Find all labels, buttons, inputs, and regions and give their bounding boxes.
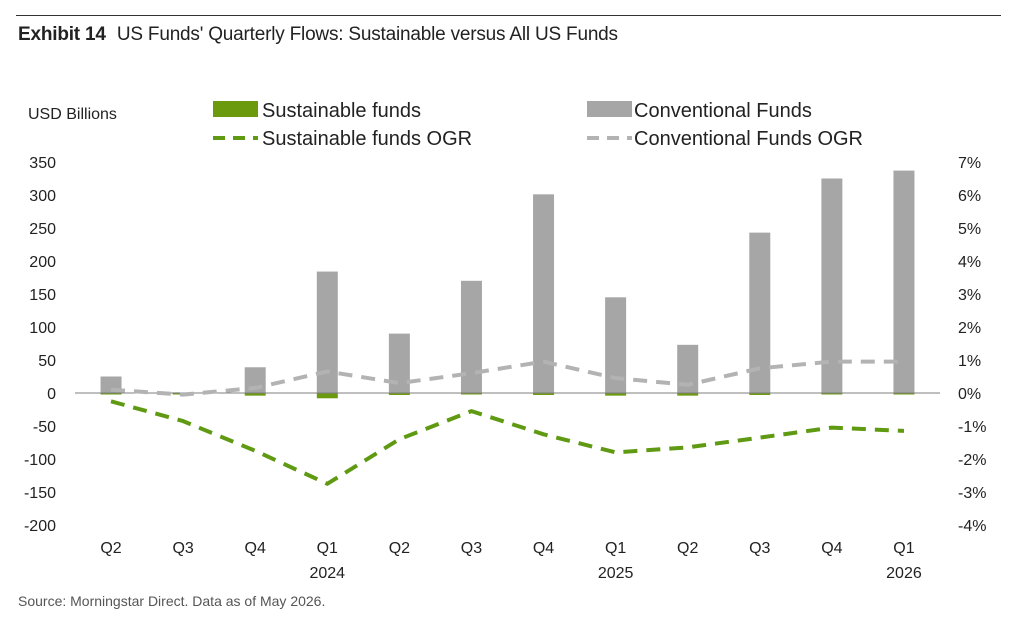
y2-tick-label: 2% <box>958 320 981 337</box>
y2-tick-label: -3% <box>958 485 986 502</box>
chart-title-row: Exhibit 14 US Funds' Quarterly Flows: Su… <box>18 24 618 46</box>
x-tick-label: Q4 <box>821 540 842 557</box>
x-tick-label: Q2 <box>677 540 698 557</box>
bar-conventional-funds <box>749 232 771 393</box>
line-sustainable-funds-ogr <box>110 399 905 486</box>
bar-conventional-funds <box>316 271 338 393</box>
y2-tick-label: 7% <box>958 155 981 172</box>
y-tick-label: -50 <box>33 419 56 436</box>
bar-conventional-funds <box>533 194 555 393</box>
y-tick-label: 250 <box>29 221 56 238</box>
y-tick-label: 300 <box>29 188 56 205</box>
chart-title: US Funds' Quarterly Flows: Sustainable v… <box>116 24 618 45</box>
bar-conventional-funds <box>893 170 915 393</box>
y-tick-label: -150 <box>24 485 56 502</box>
y2-tick-label: -2% <box>958 452 986 469</box>
top-rule <box>16 15 1001 16</box>
x-tick-label: Q2 <box>389 540 410 557</box>
bar-sustainable-funds <box>893 393 915 395</box>
y-tick-label: 50 <box>38 353 56 370</box>
x-tick-label: Q3 <box>749 540 770 557</box>
bar-conventional-funds <box>821 178 843 393</box>
legend-label-sustainable-funds-ogr: Sustainable funds OGR <box>262 128 472 150</box>
x-tick-label: Q3 <box>172 540 193 557</box>
line-conventional-funds-ogr <box>110 359 904 397</box>
y-tick-label: 100 <box>29 320 56 337</box>
y-axis-label: USD Billions <box>28 106 117 123</box>
x-tick-label: Q1 <box>893 540 914 557</box>
y2-tick-label: 5% <box>958 221 981 238</box>
exhibit-label: Exhibit 14 <box>18 24 106 45</box>
x-year-label: 2024 <box>309 565 345 582</box>
bar-sustainable-funds <box>244 393 266 396</box>
y2-tick-label: -4% <box>958 518 986 535</box>
bar-conventional-funds <box>677 344 699 393</box>
x-year-label: 2025 <box>598 565 634 582</box>
x-tick-label: Q4 <box>533 540 554 557</box>
y2-tick-label: 4% <box>958 254 981 271</box>
bar-sustainable-funds <box>100 393 122 395</box>
chart-area: USD Billions 350 300 250 200 150 100 50 0 -50 -100… <box>24 100 986 582</box>
y2-tick-label: 6% <box>958 188 981 205</box>
bar-sustainable-funds <box>460 393 482 395</box>
y-tick-label: -100 <box>24 452 56 469</box>
legend-swatch-sustainable-funds <box>213 101 258 117</box>
y2-tick-label: -1% <box>958 419 986 436</box>
legend-label-sustainable-funds: Sustainable funds <box>262 100 421 122</box>
legend-label-conventional-funds-ogr: Conventional Funds OGR <box>634 128 863 150</box>
x-tick-label: Q3 <box>461 540 482 557</box>
legend-label-conventional-funds: Conventional Funds <box>634 100 812 122</box>
x-tick-label: Q1 <box>317 540 338 557</box>
y-tick-label: 200 <box>29 254 56 271</box>
y-tick-label: 0 <box>47 386 56 403</box>
y-tick-label: 350 <box>29 155 56 172</box>
bar-conventional-funds <box>460 280 482 393</box>
bar-sustainable-funds <box>821 393 843 395</box>
source-note: Source: Morningstar Direct. Data as of M… <box>18 593 326 609</box>
y-tick-label: -200 <box>24 518 56 535</box>
bar-conventional-funds <box>605 297 627 393</box>
y-tick-label: 150 <box>29 287 56 304</box>
x-tick-label: Q4 <box>245 540 266 557</box>
x-year-label: 2026 <box>886 565 922 582</box>
y2-tick-label: 3% <box>958 287 981 304</box>
x-tick-label: Q1 <box>605 540 626 557</box>
bar-sustainable-funds <box>388 393 410 395</box>
legend-swatch-conventional-funds <box>587 101 632 117</box>
bar-conventional-funds <box>388 333 410 393</box>
y2-tick-label: 0% <box>958 386 981 403</box>
x-tick-label: Q2 <box>100 540 121 557</box>
bar-sustainable-funds <box>605 393 627 396</box>
bar-sustainable-funds <box>316 393 338 399</box>
bar-sustainable-funds <box>677 393 699 396</box>
bar-sustainable-funds <box>749 393 771 395</box>
bar-sustainable-funds <box>533 393 555 395</box>
y2-tick-label: 1% <box>958 353 981 370</box>
